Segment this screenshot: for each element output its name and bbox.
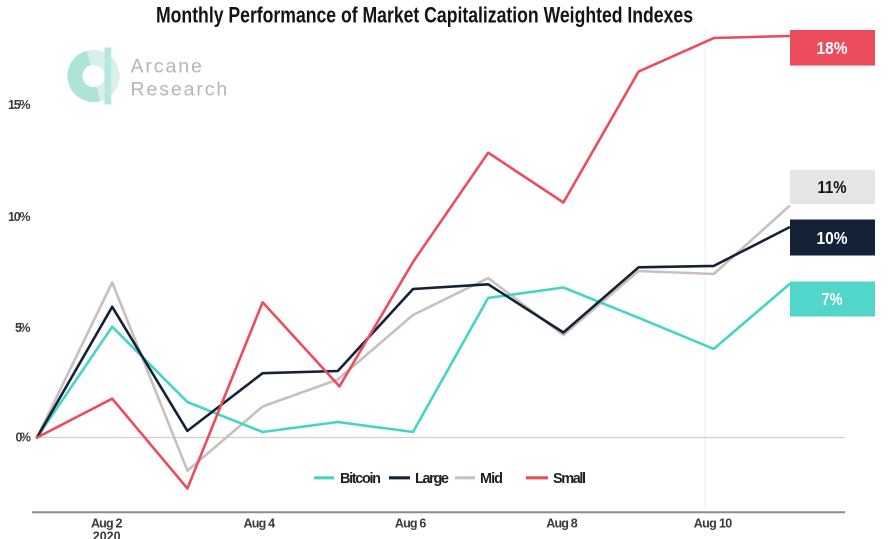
svg-text:Aug 10: Aug 10: [694, 516, 733, 530]
svg-text:Bitcoin: Bitcoin: [340, 471, 381, 487]
svg-text:0%: 0%: [16, 431, 32, 445]
svg-text:11%: 11%: [818, 177, 847, 197]
svg-text:Aug 6: Aug 6: [395, 516, 427, 530]
svg-text:Aug 2: Aug 2: [91, 516, 123, 530]
svg-text:15%: 15%: [8, 98, 31, 112]
svg-text:2020: 2020: [93, 529, 121, 539]
svg-text:Small: Small: [553, 471, 586, 487]
svg-text:5%: 5%: [15, 321, 31, 335]
svg-text:Research: Research: [131, 78, 230, 100]
svg-text:Arcane: Arcane: [131, 55, 204, 77]
svg-text:Aug 4: Aug 4: [244, 516, 276, 530]
svg-text:10%: 10%: [8, 210, 31, 224]
svg-text:Mid: Mid: [480, 471, 503, 487]
svg-text:7%: 7%: [822, 289, 843, 309]
svg-text:10%: 10%: [817, 228, 848, 248]
svg-text:18%: 18%: [817, 38, 848, 58]
svg-text:Large: Large: [415, 471, 449, 487]
svg-text:Aug 8: Aug 8: [546, 516, 578, 530]
svg-text:Monthly Performance of Market: Monthly Performance of Market Capitaliza…: [156, 2, 693, 27]
